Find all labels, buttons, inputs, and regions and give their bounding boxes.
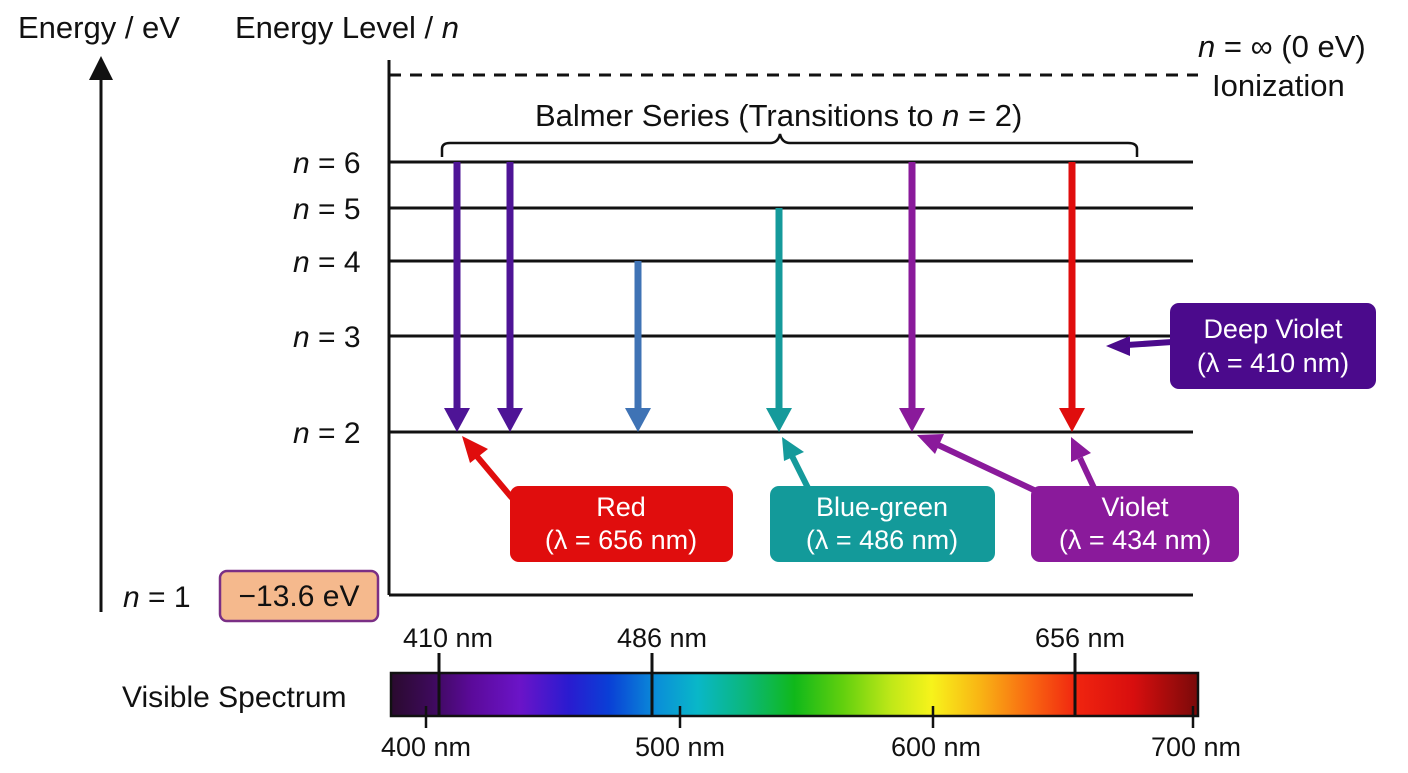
violet-pointer-line — [934, 441, 1038, 494]
label-violet-box — [1031, 486, 1239, 562]
label-red-name: Red — [596, 492, 646, 522]
spectrum-label: Visible Spectrum — [122, 681, 347, 714]
energy-axis-arrowhead-icon — [89, 56, 113, 80]
label-violet-wavelength: (λ = 434 nm) — [1059, 525, 1211, 555]
violet2-pointer-line — [1077, 456, 1097, 490]
red-pointer-line — [472, 452, 515, 500]
energy-axis-label: Energy / eV — [18, 10, 180, 45]
tick-600-label: 600 nm — [891, 732, 981, 762]
level-axis-label: Energy Level / n — [235, 10, 459, 45]
ground-energy-badge — [218, 569, 380, 623]
label-red: Red (λ = 656 nm) — [510, 486, 733, 562]
label-deepviolet-wavelength: (λ = 410 nm) — [1197, 348, 1349, 378]
arrowhead-icon — [766, 408, 792, 432]
transition-arrows — [444, 162, 1085, 432]
level-label-n1: n = 1 — [123, 581, 191, 614]
red-pointer-arrowhead-icon — [462, 436, 488, 463]
ionization-label: Ionization — [1212, 68, 1345, 103]
tick-400-label: 400 nm — [381, 732, 471, 762]
marker-486-label: 486 nm — [617, 623, 707, 653]
label-bluegreen-name: Blue-green — [816, 492, 948, 522]
label-violet: Violet (λ = 434 nm) — [1031, 486, 1239, 562]
marker-656-label: 656 nm — [1035, 623, 1125, 653]
label-violet-name: Violet — [1101, 492, 1169, 522]
marker-410-label: 410 nm — [403, 623, 493, 653]
label-red-wavelength: (λ = 656 nm) — [545, 525, 697, 555]
level-label-n6: n = 6 — [293, 147, 361, 180]
arrowhead-icon — [899, 408, 925, 432]
label-bluegreen-wavelength: (λ = 486 nm) — [806, 525, 958, 555]
ground-energy-value: −13.6 eV — [239, 580, 360, 613]
arrowhead-icon — [1059, 408, 1085, 432]
series-brace — [440, 133, 1139, 157]
pointer-arrows — [462, 336, 1173, 500]
deepviolet-pointer-arrowhead-icon — [1106, 336, 1130, 356]
violet2-pointer-arrowhead-icon — [1071, 437, 1091, 462]
label-bluegreen-box — [770, 486, 995, 562]
series-title: Balmer Series (Transitions to n = 2) — [535, 98, 1022, 133]
tick-500-label: 500 nm — [635, 732, 725, 762]
level-label-n4: n = 4 — [293, 246, 361, 279]
level-label-n3: n = 3 — [293, 321, 361, 354]
ionization-energy-label: n = ∞ (0 eV) — [1198, 29, 1366, 64]
label-deepviolet-box — [1170, 303, 1376, 389]
tick-700-label: 700 nm — [1151, 732, 1241, 762]
bluegreen-pointer-line — [789, 454, 811, 490]
violet-pointer-arrowhead-icon — [917, 434, 944, 454]
bluegreen-pointer-arrowhead-icon — [782, 437, 804, 461]
spectrum-bar — [389, 671, 1200, 718]
label-red-box — [510, 486, 733, 562]
deepviolet-pointer-line — [1126, 339, 1173, 348]
arrowhead-icon — [497, 408, 523, 432]
arrowhead-icon — [444, 408, 470, 432]
arrowhead-icon — [625, 408, 651, 432]
label-deepviolet-name: Deep Violet — [1203, 314, 1343, 344]
level-label-n2: n = 2 — [293, 417, 361, 450]
level-label-n5: n = 5 — [293, 193, 361, 226]
label-blue-green: Blue-green (λ = 486 nm) — [770, 486, 995, 562]
label-deep-violet: Deep Violet (λ = 410 nm) — [1170, 303, 1376, 389]
